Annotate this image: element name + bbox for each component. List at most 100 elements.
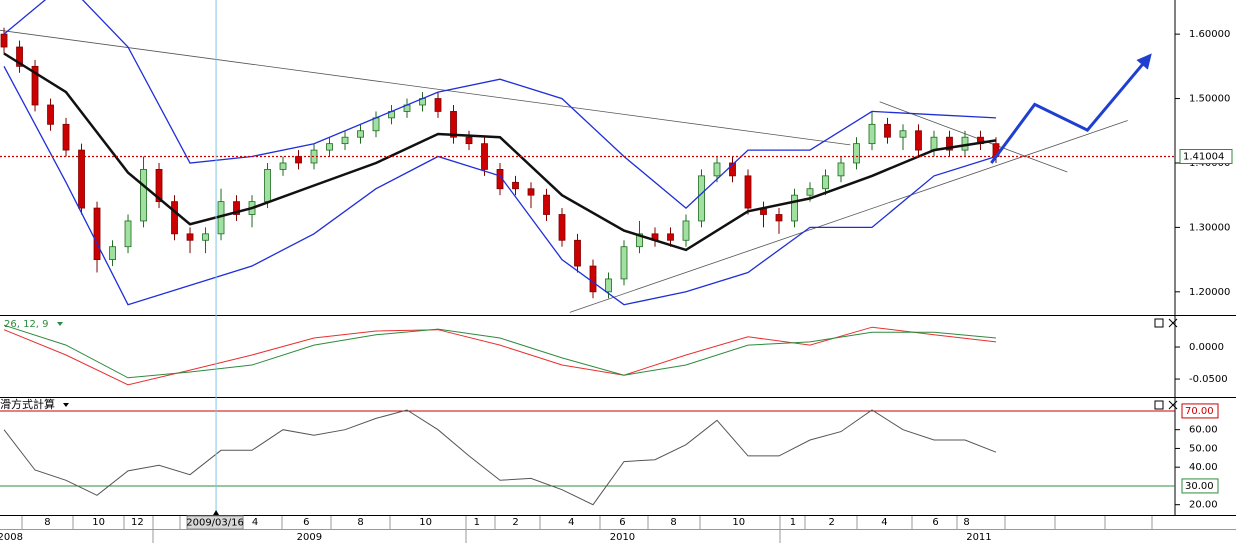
candle-body: [713, 162, 721, 177]
dropdown-arrow[interactable]: [63, 403, 69, 407]
candle-body: [202, 233, 209, 241]
rsi-panel: [0, 409, 1175, 506]
candle-body: [450, 111, 457, 138]
level-label-box: [1181, 478, 1219, 494]
x-tick-label: 10: [732, 517, 745, 528]
candle-body: [775, 214, 783, 222]
candle-body: [620, 246, 628, 280]
y-tick-label: 1.60000: [1189, 29, 1230, 40]
candle-body: [279, 162, 287, 170]
x-tick-label: 8: [670, 517, 676, 528]
close-button[interactable]: [1168, 318, 1178, 328]
y-tick-label: -0.0500: [1189, 374, 1228, 385]
candle-body: [155, 169, 163, 203]
x-tick-label: 1: [474, 517, 480, 528]
candle-body: [357, 130, 364, 138]
series-line: [3, 0, 997, 209]
x-tick-label: 8: [357, 517, 363, 528]
y-tick-label: 1.20000: [1189, 287, 1230, 298]
candle-body: [93, 207, 101, 261]
candle-body: [698, 175, 705, 222]
candle-body: [295, 156, 302, 164]
series-line: [3, 324, 997, 379]
candle-body: [961, 136, 969, 151]
maximize-button[interactable]: [1154, 400, 1164, 410]
cursor-marker: [213, 510, 220, 515]
candle-body: [884, 123, 891, 138]
candle-body: [434, 98, 442, 112]
series-line: [3, 52, 997, 252]
candle-body: [140, 169, 147, 222]
panel-buttons[interactable]: [1154, 318, 1178, 410]
x-tick-label: 8: [44, 517, 50, 528]
candle-body: [47, 104, 54, 125]
candle-body: [868, 123, 876, 145]
candle-body: [946, 136, 953, 151]
candle-body: [589, 265, 597, 293]
candle-body: [605, 278, 612, 293]
current-price-label: 1.41004: [1183, 152, 1224, 163]
candle-body: [109, 246, 116, 261]
candle-body: [186, 233, 194, 241]
level-label: 30.00: [1185, 481, 1214, 492]
candle-body: [930, 136, 938, 151]
candle-body: [78, 149, 85, 209]
candle-body: [574, 239, 581, 267]
candle-body: [899, 130, 907, 138]
candle-body: [527, 188, 535, 196]
x-tick-label: 1: [790, 517, 796, 528]
year-label: 2009: [297, 532, 322, 543]
candle-body: [512, 181, 519, 190]
candle-body: [915, 130, 922, 151]
trend-line: [0, 29, 851, 146]
x-tick-label: 4: [568, 517, 574, 528]
year-label: 2008: [0, 532, 23, 543]
series-line: [3, 409, 997, 506]
candle-body: [729, 162, 736, 177]
candle-body: [341, 136, 349, 145]
projection-arrow: [990, 53, 1152, 164]
candle-body: [822, 175, 829, 190]
maximize-button[interactable]: [1154, 318, 1164, 328]
close-button[interactable]: [1168, 400, 1178, 410]
candle-body: [124, 220, 132, 248]
month-separators: [21, 516, 1153, 543]
x-tick-label: 2: [829, 517, 835, 528]
dropdown-arrow[interactable]: [57, 322, 63, 326]
candle-body: [31, 65, 39, 106]
y-tick-label: 1.50000: [1189, 94, 1230, 105]
candle-body: [667, 233, 674, 241]
candle-body: [233, 201, 240, 215]
x-tick-label: 6: [303, 517, 309, 528]
candle-body: [543, 194, 550, 215]
x-tick-label: 4: [881, 517, 887, 528]
level-label-box: [1181, 403, 1219, 419]
x-tick-label: 12: [131, 517, 144, 528]
candle-body: [326, 143, 333, 151]
candle-body: [806, 188, 814, 196]
candle-body: [558, 214, 566, 241]
y-tick-label: 40.00: [1189, 462, 1218, 473]
candle-body: [16, 46, 23, 67]
x-tick-label: 6: [932, 517, 938, 528]
candle-body: [465, 136, 473, 145]
candle-body: [837, 162, 845, 177]
y-tick-label: 0.0000: [1189, 342, 1224, 353]
current-price-box: [1179, 149, 1233, 165]
y-tick-label: 20.00: [1189, 500, 1218, 511]
candle-body: [791, 194, 798, 222]
candle-body: [853, 143, 860, 164]
x-tick-label: 10: [419, 517, 432, 528]
year-label: 2011: [966, 532, 991, 543]
x-tick-label: 6: [619, 517, 625, 528]
year-label: 2010: [610, 532, 635, 543]
candle-body: [682, 220, 690, 241]
y-tick-label: 60.00: [1189, 425, 1218, 436]
candle-body: [62, 123, 70, 151]
cursor-label: 2009/03/16: [186, 518, 244, 529]
y-tick-label: 1.30000: [1189, 222, 1230, 233]
candle-body: [264, 169, 271, 203]
level-label: 70.00: [1185, 406, 1214, 417]
x-tick-label: 10: [92, 517, 105, 528]
